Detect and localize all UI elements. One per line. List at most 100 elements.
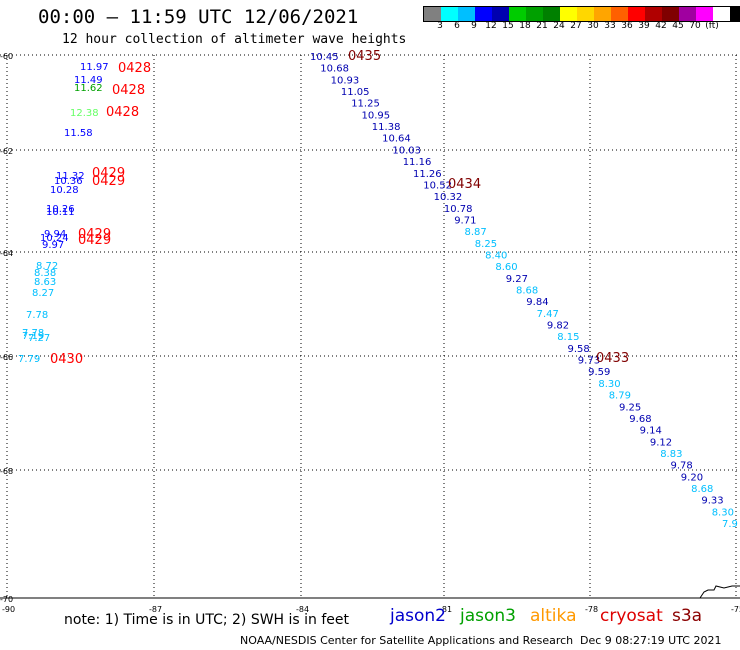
map-grid bbox=[0, 54, 740, 599]
color-scale-label: 9 bbox=[471, 21, 477, 31]
coastline bbox=[699, 585, 740, 599]
lat-tick-label: -60 bbox=[0, 52, 13, 61]
wave-height-label: 9.68 bbox=[629, 414, 651, 425]
color-swatch bbox=[577, 7, 594, 21]
wave-height-label: 10.78 bbox=[444, 204, 473, 215]
wave-height-label: 10.36 bbox=[54, 176, 83, 187]
wave-height-label: 8.60 bbox=[495, 262, 517, 273]
wave-height-label: 11.16 bbox=[403, 157, 432, 168]
wave-height-label: 10.26 bbox=[46, 204, 75, 215]
color-scale-label: 21 bbox=[536, 21, 548, 31]
jason2-track: 10.4510.6810.9311.0511.2510.9511.3810.64… bbox=[310, 49, 738, 530]
wave-height-label: 12.38 bbox=[70, 108, 99, 119]
wave-height-label: 11.38 bbox=[372, 122, 401, 133]
pass-time-label: 0429 bbox=[92, 166, 125, 181]
wave-height-label: 8.38 bbox=[34, 268, 56, 279]
wave-height-label: 10.95 bbox=[362, 110, 391, 121]
wave-height-label: 7.78 bbox=[22, 328, 44, 339]
wave-height-label: 8.87 bbox=[465, 227, 487, 238]
lat-tick-label: -68 bbox=[0, 467, 13, 476]
lon-tick-label: -90 bbox=[2, 605, 15, 614]
wave-height-label: 8.83 bbox=[660, 449, 682, 460]
pass-time-label: 0428 bbox=[118, 61, 151, 76]
wave-height-label: 9.94 bbox=[44, 229, 66, 240]
color-swatch bbox=[611, 7, 628, 21]
pass-time-label: 0435 bbox=[348, 49, 381, 64]
wave-height-label: 9.97 bbox=[42, 240, 64, 251]
color-swatch bbox=[475, 7, 492, 21]
pass-time-label: 0433 bbox=[596, 351, 629, 366]
wave-height-label: 11.62 bbox=[74, 83, 103, 94]
wave-height-label: 11.97 bbox=[80, 62, 109, 73]
wave-height-label: 9.58 bbox=[568, 344, 590, 355]
wave-height-label: 9.14 bbox=[640, 426, 662, 437]
wave-height-label: 7.19 bbox=[22, 331, 44, 342]
color-swatch bbox=[662, 7, 679, 21]
color-scale-label: 45 bbox=[672, 21, 684, 31]
color-scale-label: 39 bbox=[638, 21, 650, 31]
wave-height-label: 9.73 bbox=[578, 356, 600, 367]
wave-height-label: 9.84 bbox=[526, 297, 548, 308]
lat-tick-label: -62 bbox=[0, 147, 13, 156]
lon-tick-label: -75 bbox=[731, 605, 740, 614]
color-swatch bbox=[543, 7, 560, 21]
lon-tick-label: -81 bbox=[439, 605, 452, 614]
lat-tick-label: -66 bbox=[0, 353, 13, 362]
color-scale-label: 70 bbox=[689, 21, 701, 31]
color-scale-label: 24 bbox=[553, 21, 565, 31]
color-scale-label: 27 bbox=[570, 21, 582, 31]
wave-height-label: 8.27 bbox=[32, 288, 54, 299]
legend-item-jason2: jason2 bbox=[390, 606, 446, 626]
color-scale-label: 3 bbox=[437, 21, 443, 31]
wave-height-label: 10.32 bbox=[434, 192, 463, 203]
wave-height-label: 11.05 bbox=[341, 87, 370, 98]
page-title: 00:00 – 11:59 UTC 12/06/2021 bbox=[38, 6, 359, 28]
wave-height-label: 7.27 bbox=[28, 333, 50, 344]
color-swatch bbox=[441, 7, 458, 21]
wave-height-label: 9.71 bbox=[454, 215, 476, 226]
timestamp-text: Dec 9 08:27:19 UTC 2021 bbox=[580, 634, 722, 647]
pass-time-label: 0434 bbox=[448, 177, 481, 192]
color-scale-label: 15 bbox=[502, 21, 514, 31]
wave-height-label: 11.58 bbox=[64, 128, 93, 139]
color-swatch bbox=[424, 7, 441, 21]
color-swatch bbox=[526, 7, 543, 21]
color-swatch bbox=[560, 7, 577, 21]
wave-height-label: 10.11 bbox=[46, 207, 75, 218]
wave-height-label: 10.45 bbox=[310, 52, 339, 63]
wave-height-label: 8.68 bbox=[516, 286, 538, 297]
color-scale-label: (ft) bbox=[705, 21, 719, 31]
wave-height-label: 10.24 bbox=[40, 233, 69, 244]
color-swatch bbox=[730, 7, 740, 21]
wave-height-label: 10.93 bbox=[331, 75, 360, 86]
wave-height-label: 7.9 bbox=[722, 519, 738, 530]
wave-height-label: 9.59 bbox=[588, 367, 610, 378]
lat-tick-label: -70 bbox=[0, 595, 13, 604]
color-scale-label: 6 bbox=[454, 21, 460, 31]
pass-time-label: 0428 bbox=[112, 83, 145, 98]
color-swatch bbox=[679, 7, 696, 21]
color-scale-label: 18 bbox=[519, 21, 531, 31]
wave-height-label: 8.63 bbox=[34, 277, 56, 288]
wave-height-label: 11.26 bbox=[413, 169, 442, 180]
wave-height-label: 10.68 bbox=[320, 64, 349, 75]
color-scale-label: 12 bbox=[485, 21, 497, 31]
color-swatch bbox=[696, 7, 713, 21]
wave-height-label: 9.12 bbox=[650, 437, 672, 448]
footer-note: note: 1) Time is in UTC; 2) SWH is in fe… bbox=[64, 612, 350, 628]
pass-time-label: 0430 bbox=[50, 352, 83, 367]
wave-height-label: 8.40 bbox=[485, 250, 507, 261]
color-scale-label: 30 bbox=[587, 21, 599, 31]
color-swatch bbox=[509, 7, 526, 21]
wave-height-label: 9.33 bbox=[701, 496, 723, 507]
wave-height-label: 8.79 bbox=[609, 391, 631, 402]
wave-height-label: 11.32 bbox=[56, 171, 85, 182]
axis-tick-labels: -60 -62 -64 -66 -68 -70-90 -87 -84 -81 -78 -75 bbox=[0, 52, 740, 614]
wave-height-label: 10.52 bbox=[423, 180, 452, 191]
wave-height-label: 8.68 bbox=[691, 484, 713, 495]
legend-item-altika: altika bbox=[530, 606, 577, 626]
page-subtitle: 12 hour collection of altimeter wave hei… bbox=[62, 32, 407, 47]
wave-height-label: 9.78 bbox=[671, 461, 693, 472]
color-swatch bbox=[594, 7, 611, 21]
